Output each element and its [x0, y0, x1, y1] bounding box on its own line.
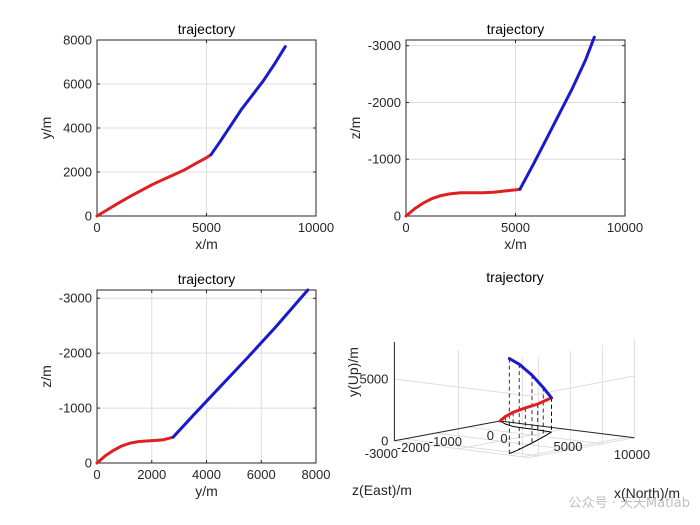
x-axis-line — [499, 420, 635, 439]
y-tick-label: 0 — [394, 209, 401, 224]
x-tick-label: 5000 — [501, 220, 530, 235]
series-line-1 — [498, 396, 553, 423]
x-tick-label: 5000 — [192, 220, 221, 235]
x-tick-label: 8000 — [302, 467, 331, 482]
x-axis-label: x/m — [195, 236, 218, 252]
x-axis-label: y/m — [195, 483, 218, 499]
wall-grid-line — [394, 440, 529, 459]
y-tick-label: 4000 — [63, 121, 92, 136]
x-tick-label: 0 — [402, 220, 409, 235]
chart-title: trajectory — [487, 21, 545, 37]
x-tick-label: 10000 — [607, 220, 643, 235]
y-axis-label: y/m — [38, 117, 54, 140]
y-tick-label: 2000 — [63, 165, 92, 180]
x-axis-label: x(North)/m — [614, 485, 680, 501]
wall-grid-line — [528, 375, 635, 397]
subplot-yz: 0 2000 4000 6000 8000 0 -1000 -2000 -3000 traject… — [38, 271, 330, 499]
floor-grid-line — [403, 438, 539, 457]
floor-grid-line — [458, 428, 565, 450]
z-tick-label: -3000 — [365, 446, 398, 461]
z-axis-label: z(East)/m — [352, 482, 412, 498]
x-tick-label: 0 — [500, 431, 507, 446]
floor-grid-line — [522, 436, 629, 458]
y-tick-label: 0 — [85, 209, 92, 224]
subplot-xy: 0 5000 10000 0 2000 4000 6000 8000 trajectory x/m… — [38, 21, 334, 252]
chart-title: trajectory — [178, 271, 236, 287]
y-tick-label: -3000 — [368, 38, 401, 53]
y-axis-label: z/m — [347, 117, 363, 140]
y-tick-label: 5000 — [359, 372, 388, 387]
series-line-1 — [95, 435, 175, 465]
series-line-2 — [507, 357, 553, 400]
y-tick-label: -3000 — [59, 291, 92, 306]
floor-grid-line — [467, 426, 603, 445]
watermark: 公众号 · 天天Matlab — [568, 496, 690, 511]
y-tick-label: -2000 — [59, 346, 92, 361]
wall-grid-line — [394, 378, 529, 397]
series-line-1 — [95, 153, 213, 218]
z-tick-label: -1000 — [429, 434, 462, 449]
y-tick-label: 0 — [381, 433, 388, 448]
z-axis-line — [394, 420, 501, 442]
series-line-2 — [171, 288, 310, 439]
y-axis-label: y(Up)/m — [345, 347, 361, 397]
x-tick-label: 4000 — [192, 467, 221, 482]
subplot-xz: 0 5000 10000 0 -1000 -2000 -3000 trajectory x/m z… — [347, 21, 643, 252]
x-tick-label: 0 — [93, 467, 100, 482]
x-tick-label: 0 — [93, 220, 100, 235]
x-axis-label: x/m — [504, 236, 527, 252]
y-axis-label: z/m — [38, 365, 54, 388]
y-tick-label: -1000 — [368, 152, 401, 167]
z-tick-label: -2000 — [397, 440, 430, 455]
y-tick-label: 8000 — [63, 33, 92, 48]
chart-title: trajectory — [178, 21, 236, 37]
z-tick-label: 0 — [487, 428, 494, 443]
series-line-2 — [518, 35, 596, 191]
x-tick-label: 6000 — [247, 467, 276, 482]
series-line-1 — [404, 187, 522, 218]
floor-projection-2 — [509, 431, 552, 455]
subplot-3d: 05000100000-1000-2000-300005000trajector… — [345, 269, 680, 501]
y-tick-label: -1000 — [59, 401, 92, 416]
series-line-2 — [209, 45, 287, 157]
x-tick-label: 10000 — [298, 220, 334, 235]
y-tick-label: 6000 — [63, 77, 92, 92]
x-tick-label: 10000 — [614, 447, 650, 462]
x-tick-label: 5000 — [554, 439, 583, 454]
y-tick-label: -2000 — [368, 95, 401, 110]
x-tick-label: 2000 — [137, 467, 166, 482]
floor-projection-1 — [499, 420, 552, 433]
wall-grid-line — [528, 437, 635, 459]
y-tick-label: 0 — [85, 456, 92, 471]
chart-title: trajectory — [486, 269, 544, 285]
